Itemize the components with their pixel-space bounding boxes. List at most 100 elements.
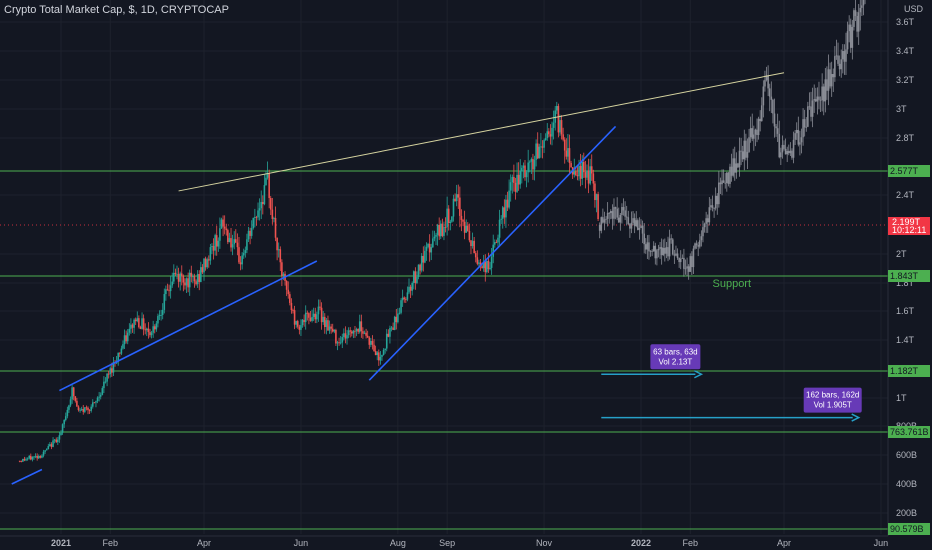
y-tick-label: 3T	[896, 104, 907, 114]
projected-candle	[705, 218, 707, 224]
candle	[339, 342, 342, 344]
candle	[474, 253, 477, 258]
projected-candle	[819, 99, 822, 101]
projected-candle	[846, 31, 849, 50]
candle	[365, 332, 367, 336]
projected-candle	[814, 99, 817, 102]
candle	[136, 318, 139, 322]
candle	[576, 175, 579, 177]
candle	[281, 262, 283, 277]
projected-candle	[684, 268, 687, 270]
candle	[524, 165, 526, 178]
projected-candle	[608, 212, 611, 214]
candle	[196, 274, 199, 285]
candle	[74, 396, 77, 401]
candle	[517, 174, 520, 185]
candle	[87, 407, 89, 411]
candle	[130, 324, 132, 329]
projected-candle	[803, 119, 806, 128]
projected-candle	[845, 49, 847, 62]
candle	[274, 218, 277, 238]
candle	[101, 388, 104, 395]
candle	[363, 332, 366, 334]
candle	[457, 194, 460, 198]
projected-candle	[753, 134, 755, 139]
candle	[47, 446, 50, 450]
candle	[223, 226, 226, 229]
y-tick-label: 1.4T	[896, 335, 915, 345]
projected-candle	[719, 182, 722, 185]
projected-candle	[778, 133, 781, 158]
candle	[80, 409, 83, 411]
candle	[134, 319, 137, 322]
candle	[168, 290, 170, 292]
candle	[312, 313, 315, 317]
candle	[331, 328, 334, 332]
candle	[511, 176, 514, 183]
candle	[198, 274, 201, 282]
candle	[433, 236, 436, 239]
candle	[378, 352, 380, 361]
candle	[575, 171, 577, 176]
candle	[466, 225, 469, 231]
candle	[435, 234, 437, 237]
candle	[250, 228, 253, 236]
candle	[173, 272, 175, 282]
candle	[347, 330, 350, 336]
projected-candle	[689, 256, 692, 272]
candle	[573, 171, 576, 175]
candle	[165, 289, 167, 295]
candle	[220, 219, 223, 229]
projected-candle	[735, 163, 738, 173]
candle	[60, 432, 62, 436]
candle	[427, 243, 429, 247]
candle	[501, 207, 504, 219]
level-price-tag	[888, 426, 930, 438]
candle	[289, 294, 291, 303]
candle	[204, 258, 207, 268]
measure-box-bars: 162 bars, 162d	[806, 391, 859, 400]
candle	[225, 228, 228, 231]
candle	[595, 194, 598, 201]
y-tick-label: 1.8T	[896, 278, 915, 288]
trend-line-uptrend-2	[368, 125, 617, 381]
candle	[419, 264, 421, 271]
measure-box-bars: 63 bars, 63d	[653, 347, 697, 356]
candle	[107, 373, 110, 375]
candle	[425, 246, 428, 251]
projected-candle	[660, 247, 663, 256]
projected-candle	[746, 151, 749, 158]
candle	[444, 227, 447, 228]
candle	[314, 313, 317, 320]
symbol-title[interactable]: Crypto Total Market Cap, $, 1D, CRYPTOCA…	[4, 4, 229, 16]
candle	[155, 323, 158, 330]
candle	[482, 261, 485, 269]
projected-candle	[622, 207, 625, 211]
candle	[320, 307, 323, 323]
projected-candle	[729, 166, 731, 184]
projected-candle	[687, 266, 690, 272]
candle	[582, 161, 585, 173]
level-price-tag	[888, 165, 930, 177]
projected-candle	[617, 217, 620, 223]
candle	[422, 255, 425, 263]
projected-candle	[697, 245, 700, 247]
projected-candle	[848, 24, 850, 32]
candle	[41, 455, 43, 458]
projected-candle	[849, 24, 852, 48]
candle	[171, 281, 174, 286]
candle	[263, 185, 266, 205]
candle	[192, 276, 194, 278]
candle	[301, 319, 304, 326]
candle	[190, 272, 193, 277]
projected-candle	[708, 207, 711, 223]
projected-candle	[827, 69, 830, 91]
candle	[246, 239, 248, 251]
projected-candle	[754, 129, 757, 135]
candle	[384, 348, 386, 350]
candle	[395, 316, 398, 323]
candle	[385, 333, 388, 349]
projected-candle	[838, 63, 841, 70]
